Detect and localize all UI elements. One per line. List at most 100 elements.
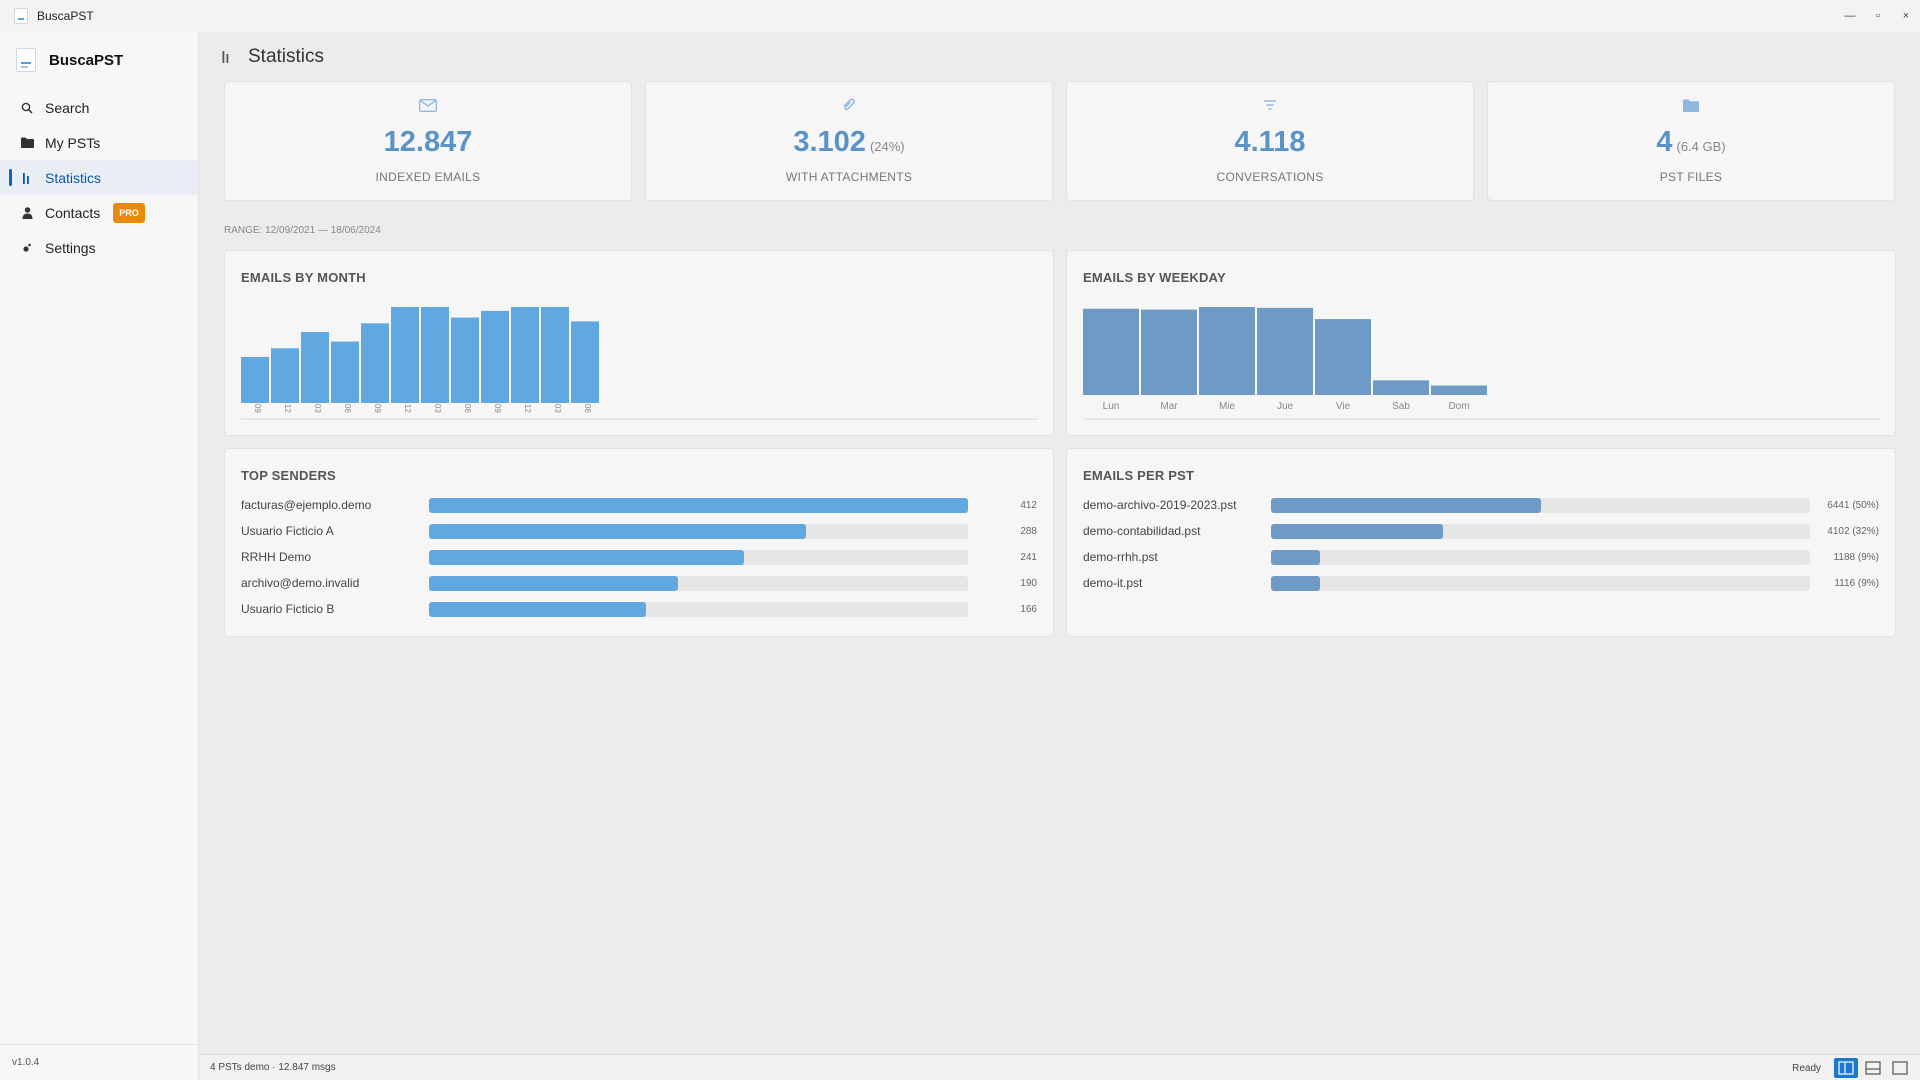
pro-badge: PRO <box>113 202 145 223</box>
pst-bar-track <box>1271 575 1810 591</box>
sidebar-item-label: Statistics <box>45 169 102 186</box>
chart-bar <box>511 307 539 403</box>
date-range: RANGE: 12/09/2021 — 18/06/2024 <box>224 225 381 236</box>
sender-row: facturas@ejemplo.demo 412 <box>241 497 1037 513</box>
pst-row: demo-it.pst 1116 (9%) <box>1083 575 1879 591</box>
sender-count: 241 <box>1020 551 1037 563</box>
tick-label: -12 <box>403 401 412 413</box>
section-title: TOP SENDERS <box>241 468 336 483</box>
tick-label: Sab <box>1392 401 1410 412</box>
app-icon <box>14 8 28 24</box>
maximize-button[interactable]: ▫ <box>1876 10 1880 22</box>
pst-count: 6441 (50%) <box>1827 499 1879 511</box>
layout-columns-button[interactable] <box>1834 1058 1858 1078</box>
pst-bar-fill <box>1271 575 1320 591</box>
sender-bar-track <box>429 601 968 617</box>
gear-icon <box>20 241 34 255</box>
sender-row: archivo@demo.invalid 190 <box>241 575 1037 591</box>
stat-label: CONVERSATIONS <box>1216 170 1324 184</box>
paperclip-icon <box>838 96 860 114</box>
tick-label: -06 <box>583 401 592 413</box>
sender-label: archivo@demo.invalid <box>241 576 360 590</box>
pst-bar-fill <box>1271 523 1444 539</box>
layout-single-button[interactable] <box>1888 1058 1912 1078</box>
pst-bar-track <box>1271 497 1810 513</box>
status-ready: Ready <box>1792 1062 1821 1074</box>
stat-extra: (6.4 GB) <box>1676 139 1726 154</box>
pst-bar-fill <box>1271 497 1541 513</box>
sidebar-item-label: Contacts <box>45 204 101 221</box>
emails-by-month-chart: -09 -12 -03 -06 -09 -12 -03 -06 -09 -12 -03 -06 <box>241 307 1038 420</box>
sender-label: facturas@ejemplo.demo <box>241 498 372 512</box>
sender-count: 166 <box>1020 603 1037 615</box>
sidebar-item-contacts[interactable]: Contacts PRO <box>0 195 198 230</box>
sender-bar-fill <box>429 549 745 565</box>
chart-bar <box>271 348 299 403</box>
sender-row: RRHH Demo 241 <box>241 549 1037 565</box>
tick-label: -09 <box>493 401 502 413</box>
section-title: EMAILS PER PST <box>1083 468 1195 483</box>
status-summary: 4 PSTs demo · 12.847 msgs <box>210 1062 336 1073</box>
tick-label: Jue <box>1277 401 1294 412</box>
chart-bar <box>331 341 359 403</box>
pst-count: 4102 (32%) <box>1827 525 1879 537</box>
filter-icon <box>1259 96 1281 114</box>
app-logo-icon <box>16 48 36 72</box>
folder-icon <box>20 136 34 150</box>
page-header: Statistics <box>200 32 1920 82</box>
status-bar: 4 PSTs demo · 12.847 msgs Ready <box>200 1054 1920 1080</box>
emails-by-weekday-card: EMAILS BY WEEKDAY Lun Mar Mie Jue Vie Sab Dom <box>1066 250 1896 436</box>
sidebar-item-label: Settings <box>45 239 96 256</box>
chart-bar <box>451 317 479 403</box>
chart-bar <box>301 331 329 403</box>
stat-extra: (24%) <box>869 139 905 154</box>
sidebar-item-statistics[interactable]: Statistics <box>0 160 198 195</box>
bar-chart-icon <box>20 171 34 185</box>
pst-row: demo-archivo-2019-2023.pst 6441 (50%) <box>1083 497 1879 513</box>
pst-bar-track <box>1271 549 1810 565</box>
chart-bar <box>1373 380 1429 395</box>
sender-bar-fill <box>429 523 806 539</box>
tick-label: -09 <box>253 401 262 413</box>
brand: BuscaPST <box>0 32 198 88</box>
sidebar-item-settings[interactable]: Settings <box>0 230 198 265</box>
layout-rows-button[interactable] <box>1861 1058 1885 1078</box>
tick-label: -12 <box>523 401 532 413</box>
stat-value: 3.102 <box>793 126 866 158</box>
sender-row: Usuario Ficticio A 288 <box>241 523 1037 539</box>
pst-bar-track <box>1271 523 1810 539</box>
chart-bar <box>1431 385 1487 395</box>
sidebar-item-search[interactable]: Search <box>0 90 198 125</box>
pst-label: demo-it.pst <box>1083 576 1143 590</box>
emails-by-weekday-chart: Lun Mar Mie Jue Vie Sab Dom <box>1083 307 1880 420</box>
chart-bar <box>361 323 389 403</box>
close-button[interactable]: × <box>1902 10 1910 22</box>
stat-value: 4 <box>1656 126 1673 158</box>
tick-label: Vie <box>1336 401 1351 412</box>
sender-bar-fill <box>429 601 647 617</box>
stat-value: 4.118 <box>1234 126 1306 158</box>
chart-bar <box>241 356 269 403</box>
sender-label: Usuario Ficticio B <box>241 602 335 616</box>
sender-count: 190 <box>1020 577 1037 589</box>
pst-bar-fill <box>1271 549 1320 565</box>
layout-columns-icon <box>1838 1061 1854 1075</box>
chart-bar <box>1199 307 1255 395</box>
sidebar-nav: Search My PSTs Statistics Contacts PRO <box>0 90 198 265</box>
bar-chart-icon <box>222 50 234 64</box>
sidebar-item-my-psts[interactable]: My PSTs <box>0 125 198 160</box>
stat-label: INDEXED EMAILS <box>375 170 481 184</box>
layout-rows-icon <box>1865 1061 1881 1075</box>
pst-label: demo-rrhh.pst <box>1083 550 1158 564</box>
minimize-button[interactable]: — <box>1844 10 1856 22</box>
title-bar: BuscaPST — ▫ × <box>0 0 1920 32</box>
chart-bar <box>1257 307 1313 395</box>
brand-name: BuscaPST <box>49 51 124 69</box>
pst-label: demo-contabilidad.pst <box>1083 524 1201 538</box>
chart-bar <box>541 307 569 403</box>
tick-label: Mie <box>1219 401 1236 412</box>
tick-label: Dom <box>1448 401 1469 412</box>
window-title: BuscaPST <box>37 9 94 23</box>
page-title: Statistics <box>248 46 325 67</box>
sidebar-item-label: My PSTs <box>45 134 101 151</box>
